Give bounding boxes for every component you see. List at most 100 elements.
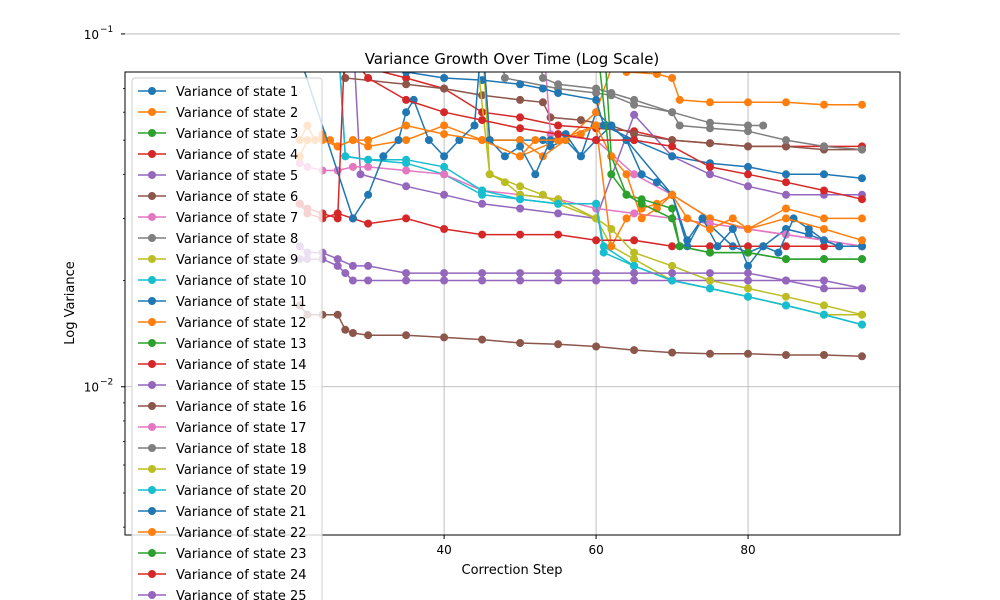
data-point	[668, 190, 677, 199]
data-point	[668, 142, 677, 151]
data-point	[858, 352, 866, 361]
data-point	[478, 276, 487, 285]
series-line	[354, 72, 862, 220]
data-point	[440, 152, 449, 161]
legend-label: Variance of state 16	[176, 400, 307, 415]
data-point	[820, 351, 828, 359]
data-point	[402, 80, 411, 89]
data-point	[622, 72, 631, 76]
data-point	[759, 242, 768, 251]
data-point	[554, 80, 563, 89]
data-point	[820, 100, 828, 109]
data-point	[500, 74, 509, 82]
data-point	[744, 284, 752, 293]
data-point	[531, 170, 540, 179]
data-point	[744, 225, 752, 233]
data-point	[706, 248, 714, 257]
data-point	[668, 204, 677, 213]
data-point	[333, 142, 342, 151]
data-point	[348, 162, 357, 171]
data-point	[516, 124, 525, 133]
data-point	[728, 214, 737, 223]
data-point	[592, 136, 601, 145]
data-point	[516, 136, 525, 145]
data-point	[554, 269, 563, 278]
legend-entry: Variance of state 17	[138, 421, 307, 436]
data-point	[440, 108, 449, 117]
data-point	[440, 190, 449, 199]
data-point	[675, 242, 684, 251]
legend-swatch-marker	[148, 528, 156, 536]
data-point	[706, 139, 714, 148]
y-tick-label: 10	[84, 28, 99, 42]
series-line	[484, 72, 862, 158]
data-point	[592, 108, 601, 117]
legend-swatch-marker	[148, 108, 156, 116]
data-point	[637, 170, 646, 179]
data-point	[630, 236, 639, 245]
legend-box	[131, 77, 323, 600]
series-line	[343, 72, 862, 151]
data-point	[782, 276, 790, 285]
data-point	[706, 162, 714, 171]
legend-label: Variance of state 5	[176, 169, 298, 184]
data-point	[706, 349, 714, 358]
series-line	[299, 72, 863, 220]
data-point	[516, 152, 525, 161]
legend-label: Variance of state 8	[176, 232, 298, 247]
data-point	[478, 230, 487, 239]
data-point	[440, 170, 449, 179]
legend-label: Variance of state 7	[176, 211, 298, 226]
legend-entry: Variance of state 19	[138, 463, 307, 478]
legend-label: Variance of state 6	[176, 190, 298, 205]
legend-entry: Variance of state 6	[138, 190, 298, 205]
legend-swatch-marker	[148, 192, 156, 200]
data-point	[402, 155, 411, 164]
data-point	[652, 72, 661, 78]
legend-swatch-marker	[148, 87, 156, 95]
data-point	[592, 95, 601, 104]
legend-swatch-marker	[148, 486, 156, 494]
data-point	[630, 130, 639, 139]
legend-swatch-marker	[148, 297, 156, 305]
series-18	[538, 72, 866, 154]
data-point	[782, 292, 790, 301]
data-point	[554, 276, 563, 285]
series-16	[295, 301, 866, 361]
data-point	[630, 209, 639, 218]
data-point	[858, 242, 866, 251]
data-point	[622, 214, 631, 223]
data-point	[478, 116, 487, 125]
data-point	[744, 276, 752, 285]
legend-swatch-marker	[148, 171, 156, 179]
data-point	[516, 230, 525, 239]
data-point	[333, 255, 342, 264]
data-point	[554, 121, 563, 130]
data-point	[744, 182, 752, 191]
legend-label: Variance of state 12	[176, 316, 307, 331]
data-point	[706, 276, 714, 285]
data-point	[782, 142, 790, 151]
legend-entry: Variance of state 8	[138, 232, 298, 247]
data-point	[820, 276, 828, 285]
legend-label: Variance of state 14	[176, 358, 307, 373]
data-point	[782, 214, 790, 223]
data-point	[668, 261, 677, 270]
data-point	[774, 248, 783, 257]
data-point	[782, 204, 790, 213]
data-point	[440, 121, 449, 130]
series-19	[477, 72, 866, 319]
x-tick-label: 80	[740, 543, 755, 557]
data-point	[835, 242, 844, 251]
y-tick-exponent: −1	[100, 25, 113, 35]
legend-entry: Variance of state 15	[138, 379, 307, 394]
data-point	[630, 269, 639, 278]
data-point	[637, 214, 646, 223]
data-point	[364, 162, 373, 171]
legend-swatch-marker	[148, 381, 156, 389]
data-point	[424, 136, 433, 145]
x-axis-label: Correction Step	[462, 563, 563, 578]
legend-swatch-marker	[148, 339, 156, 347]
data-point	[744, 162, 752, 171]
legend-entry: Variance of state 10	[138, 274, 307, 289]
